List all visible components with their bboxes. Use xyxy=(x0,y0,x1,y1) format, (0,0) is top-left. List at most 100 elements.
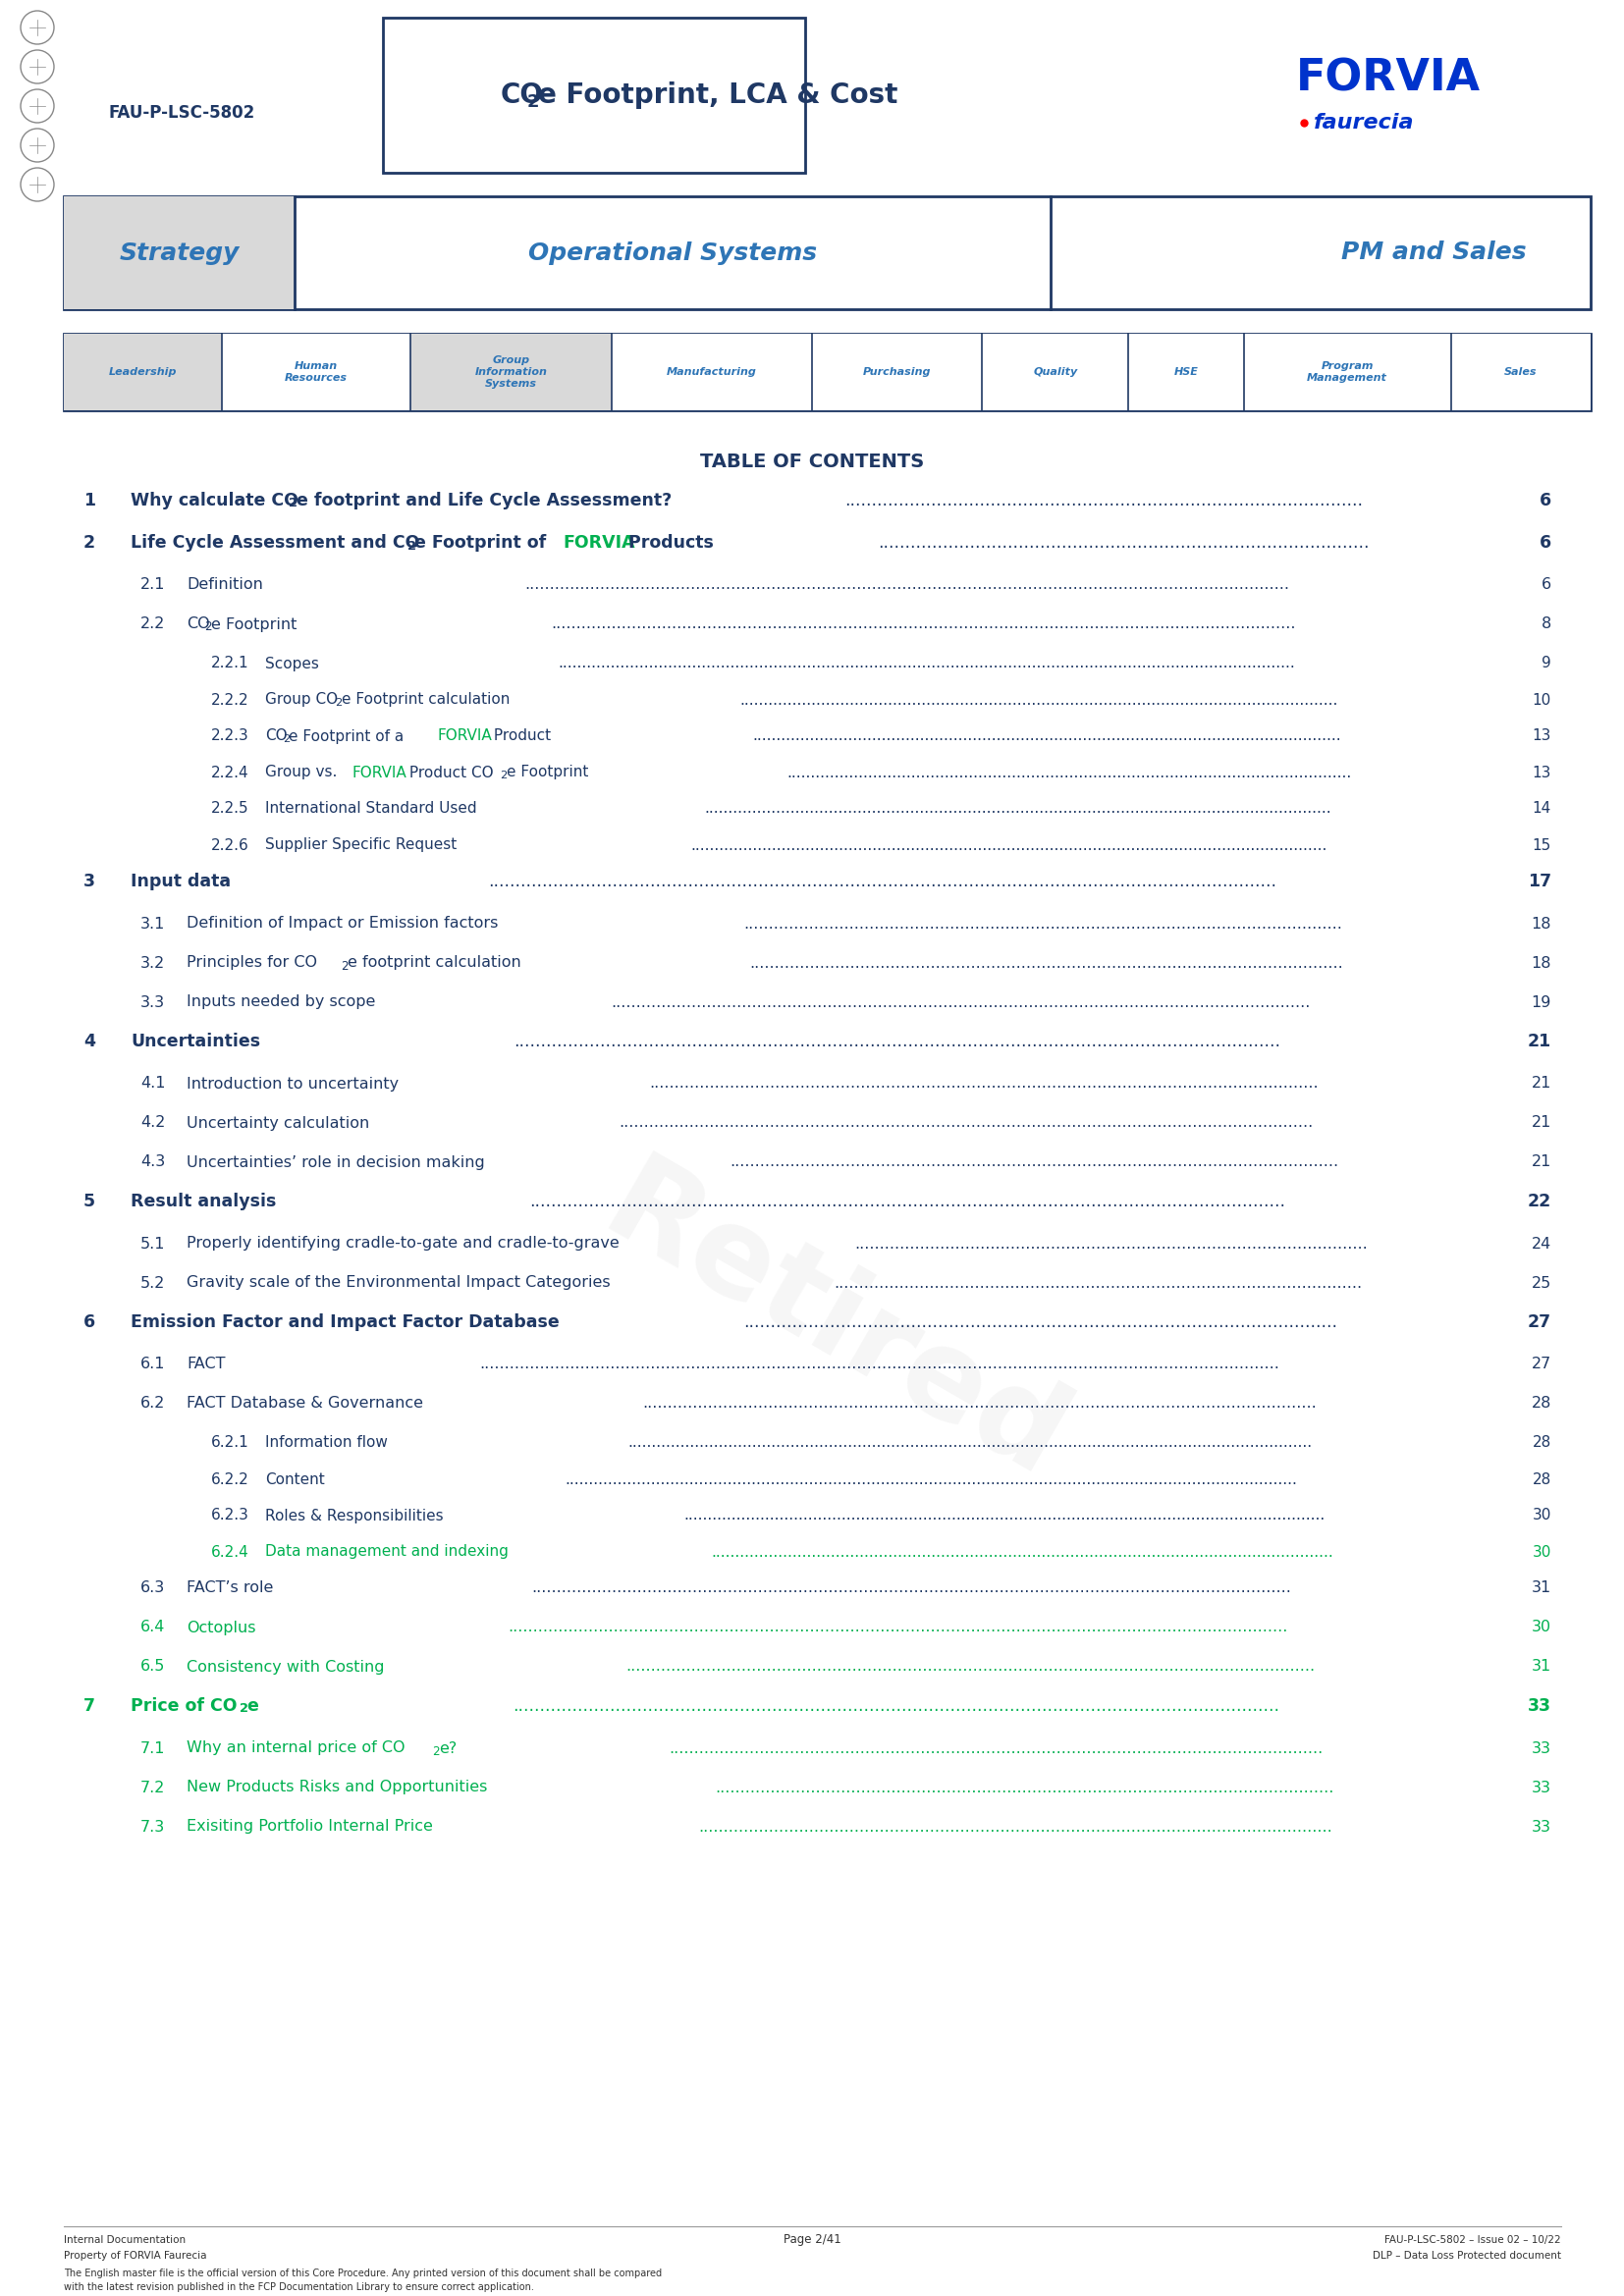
FancyBboxPatch shape xyxy=(63,333,1590,411)
Text: 24: 24 xyxy=(1531,1235,1551,1251)
FancyBboxPatch shape xyxy=(63,197,294,310)
Text: 21: 21 xyxy=(1531,1116,1551,1130)
Text: 6: 6 xyxy=(1540,535,1551,551)
Text: 30: 30 xyxy=(1531,1621,1551,1635)
Text: 4: 4 xyxy=(83,1033,96,1049)
Text: DLP – Data Loss Protected document: DLP – Data Loss Protected document xyxy=(1372,2250,1561,2262)
Text: 9: 9 xyxy=(1541,657,1551,670)
Text: 33: 33 xyxy=(1531,1779,1551,1795)
Text: 1: 1 xyxy=(83,491,96,510)
Text: 27: 27 xyxy=(1528,1313,1551,1332)
Text: 33: 33 xyxy=(1528,1697,1551,1715)
Text: 6: 6 xyxy=(1541,579,1551,592)
Text: 2.2.1: 2.2.1 xyxy=(211,657,248,670)
Text: 17: 17 xyxy=(1528,872,1551,891)
Text: Roles & Responsibilities: Roles & Responsibilities xyxy=(265,1508,443,1522)
Text: Scopes: Scopes xyxy=(265,657,318,670)
Text: e: e xyxy=(247,1697,258,1715)
Text: 6.2.1: 6.2.1 xyxy=(211,1435,248,1451)
FancyBboxPatch shape xyxy=(1129,333,1244,411)
Text: ................................................................................: ........................................… xyxy=(559,657,1294,670)
Text: e Footprint calculation: e Footprint calculation xyxy=(341,693,510,707)
Text: 6.2.4: 6.2.4 xyxy=(211,1545,248,1559)
Text: ................................................................................: ........................................… xyxy=(744,1313,1338,1332)
Text: Data management and indexing: Data management and indexing xyxy=(265,1545,508,1559)
Text: FAU-P-LSC-5802 – Issue 02 – 10/22: FAU-P-LSC-5802 – Issue 02 – 10/22 xyxy=(1385,2234,1561,2245)
Text: Exisiting Portfolio Internal Price: Exisiting Portfolio Internal Price xyxy=(187,1818,434,1835)
Text: ................................................................................: ........................................… xyxy=(479,1357,1280,1371)
Text: ................................................................................: ........................................… xyxy=(750,955,1343,971)
Text: 2: 2 xyxy=(408,540,416,551)
Text: ................................................................................: ........................................… xyxy=(690,838,1327,852)
Text: FACT Database & Governance: FACT Database & Governance xyxy=(187,1396,424,1412)
Text: 3.3: 3.3 xyxy=(140,994,166,1010)
Text: Properly identifying cradle-to-gate and cradle-to-grave: Properly identifying cradle-to-gate and … xyxy=(187,1235,619,1251)
Text: Octoplus: Octoplus xyxy=(187,1621,255,1635)
Text: Leadership: Leadership xyxy=(109,367,177,377)
Text: 28: 28 xyxy=(1531,1396,1551,1412)
Text: 21: 21 xyxy=(1531,1077,1551,1091)
Text: 21: 21 xyxy=(1531,1155,1551,1169)
Text: CO: CO xyxy=(500,80,544,108)
Text: PM and Sales: PM and Sales xyxy=(1341,241,1527,264)
Text: 31: 31 xyxy=(1531,1660,1551,1674)
Text: Inputs needed by scope: Inputs needed by scope xyxy=(187,994,375,1010)
Text: 30: 30 xyxy=(1533,1508,1551,1522)
Text: Supplier Specific Request: Supplier Specific Request xyxy=(265,838,456,852)
Text: Operational Systems: Operational Systems xyxy=(528,241,817,264)
Text: FACT: FACT xyxy=(187,1357,226,1371)
Text: ................................................................................: ........................................… xyxy=(684,1508,1325,1522)
Text: Product: Product xyxy=(489,728,551,744)
Text: Page 2/41: Page 2/41 xyxy=(783,2234,841,2245)
Text: Information flow: Information flow xyxy=(265,1435,388,1451)
Text: ................................................................................: ........................................… xyxy=(879,535,1369,551)
Text: Principles for CO: Principles for CO xyxy=(187,955,317,971)
Text: 5.1: 5.1 xyxy=(140,1235,166,1251)
Text: faurecia: faurecia xyxy=(1314,113,1415,133)
FancyBboxPatch shape xyxy=(1450,333,1590,411)
Text: ................................................................................: ........................................… xyxy=(729,1155,1338,1169)
Text: FORVIA: FORVIA xyxy=(437,728,492,744)
Text: 33: 33 xyxy=(1531,1740,1551,1756)
Text: Gravity scale of the Environmental Impact Categories: Gravity scale of the Environmental Impac… xyxy=(187,1277,611,1290)
Text: 13: 13 xyxy=(1533,728,1551,744)
Text: e Footprint of a: e Footprint of a xyxy=(289,728,409,744)
Text: 2: 2 xyxy=(289,498,297,510)
Text: 2: 2 xyxy=(239,1704,248,1715)
Text: Why an internal price of CO: Why an internal price of CO xyxy=(187,1740,404,1756)
FancyBboxPatch shape xyxy=(63,197,1590,310)
Text: ................................................................................: ........................................… xyxy=(565,1472,1298,1486)
Text: ................................................................................: ........................................… xyxy=(551,618,1296,631)
Text: Group
Information
Systems: Group Information Systems xyxy=(474,356,547,388)
Text: 2.2.6: 2.2.6 xyxy=(211,838,248,852)
Text: Human
Resources: Human Resources xyxy=(284,360,348,383)
Text: Uncertainties: Uncertainties xyxy=(130,1033,260,1049)
Text: 6.4: 6.4 xyxy=(140,1621,166,1635)
Text: Price of CO: Price of CO xyxy=(130,1697,237,1715)
Text: e Footprint, LCA & Cost: e Footprint, LCA & Cost xyxy=(538,80,898,108)
Text: 30: 30 xyxy=(1533,1545,1551,1559)
Text: ................................................................................: ........................................… xyxy=(715,1779,1335,1795)
Text: ................................................................................: ........................................… xyxy=(625,1660,1315,1674)
Text: ................................................................................: ........................................… xyxy=(611,994,1311,1010)
Text: e Footprint: e Footprint xyxy=(211,618,297,631)
Text: 2: 2 xyxy=(432,1745,440,1756)
Text: ................................................................................: ........................................… xyxy=(711,1545,1333,1559)
FancyBboxPatch shape xyxy=(983,333,1129,411)
Text: 22: 22 xyxy=(1528,1192,1551,1210)
Text: 7.3: 7.3 xyxy=(140,1818,166,1835)
Text: 2.1: 2.1 xyxy=(140,579,166,592)
Text: Content: Content xyxy=(265,1472,325,1486)
Text: 25: 25 xyxy=(1531,1277,1551,1290)
Text: 6.1: 6.1 xyxy=(140,1357,166,1371)
Text: 4.3: 4.3 xyxy=(140,1155,166,1169)
Text: ................................................................................: ........................................… xyxy=(844,491,1363,510)
Text: Uncertainty calculation: Uncertainty calculation xyxy=(187,1116,369,1130)
Text: 6.5: 6.5 xyxy=(140,1660,166,1674)
Text: 2: 2 xyxy=(205,620,213,634)
Text: 4.2: 4.2 xyxy=(140,1116,166,1130)
Text: e footprint and Life Cycle Assessment?: e footprint and Life Cycle Assessment? xyxy=(296,491,671,510)
Text: 31: 31 xyxy=(1531,1582,1551,1596)
FancyBboxPatch shape xyxy=(1244,333,1450,411)
Text: 28: 28 xyxy=(1533,1435,1551,1451)
